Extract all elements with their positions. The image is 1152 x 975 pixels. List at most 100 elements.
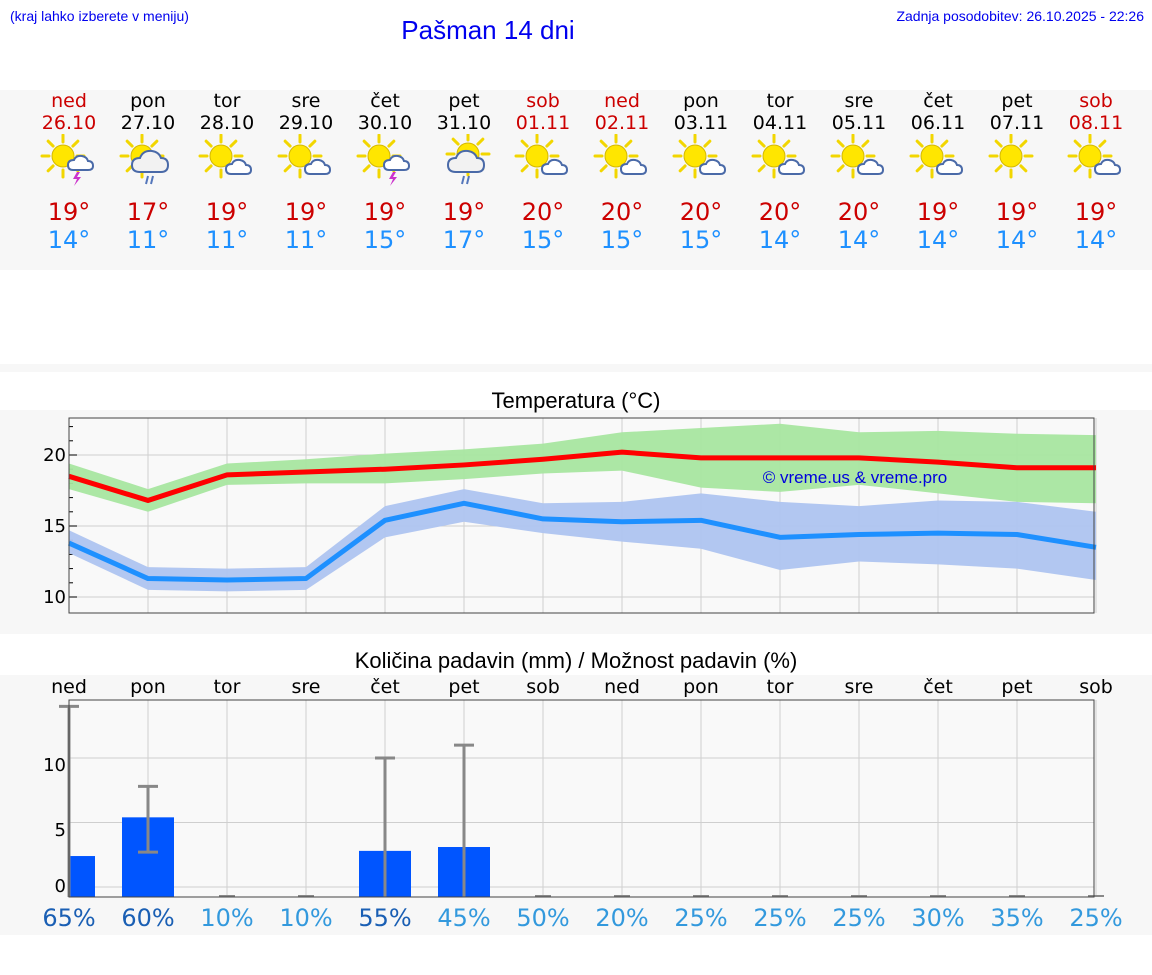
temp-max: 20° <box>758 198 802 226</box>
separator-band <box>0 364 1152 372</box>
sun-small-cloud-icon <box>593 134 648 179</box>
precip-probability: 50% <box>516 904 570 932</box>
day-name: pet <box>1001 90 1033 112</box>
temp-max: 17° <box>126 198 170 226</box>
precip-probability: 20% <box>595 904 649 932</box>
temp-max: 19° <box>1074 198 1118 226</box>
cloud-sun-rain-icon <box>445 134 491 185</box>
day-date: 02.11 <box>594 112 650 134</box>
temp-min: 17° <box>442 226 486 254</box>
temp-min: 11° <box>284 226 328 254</box>
precip-ytick-label: 5 <box>54 820 66 841</box>
precip-day-label: pet <box>448 676 480 698</box>
day-name: ned <box>604 90 640 112</box>
sun-small-cloud-icon <box>277 134 332 179</box>
temperature-chart <box>67 417 1097 614</box>
day-name: sre <box>291 90 321 112</box>
precip-chart-title: Količina padavin (mm) / Možnost padavin … <box>354 648 798 673</box>
precip-plot-border <box>68 699 1095 898</box>
temp-min: 15° <box>521 226 565 254</box>
precip-probability: 25% <box>674 904 728 932</box>
day-name: sob <box>1079 90 1113 112</box>
temp-min: 14° <box>837 226 881 254</box>
sun-small-cloud-icon <box>751 134 806 179</box>
precip-probability: 10% <box>279 904 333 932</box>
precip-probability: 25% <box>832 904 886 932</box>
temp-min: 15° <box>600 226 644 254</box>
temp-line-max <box>68 449 1096 503</box>
temp-max: 20° <box>521 198 565 226</box>
day-date: 08.11 <box>1068 112 1124 134</box>
temp-max: 19° <box>995 198 1039 226</box>
page-title: Pašman 14 dni <box>401 15 575 45</box>
day-date: 01.11 <box>515 112 571 134</box>
precip-day-label: tor <box>766 676 794 698</box>
temp-min: 15° <box>363 226 407 254</box>
day-date: 29.10 <box>278 112 334 134</box>
precip-plot-area <box>69 700 1094 897</box>
day-name: ned <box>51 90 87 112</box>
sun-cloud-thunder-icon <box>356 134 411 186</box>
day-date: 06.11 <box>910 112 966 134</box>
menu-hint[interactable]: (kraj lahko izberete v meniju) <box>10 8 189 24</box>
day-name: tor <box>213 90 241 112</box>
precip-probability: 45% <box>437 904 491 932</box>
temp-max: 19° <box>916 198 960 226</box>
day-date: 27.10 <box>120 112 176 134</box>
day-date: 26.10 <box>41 112 97 134</box>
precip-day-label: pon <box>683 676 719 698</box>
temp-max: 19° <box>442 198 486 226</box>
day-name: pon <box>130 90 166 112</box>
sun-icon <box>988 134 1034 179</box>
temp-max: 19° <box>284 198 328 226</box>
temp-max: 19° <box>205 198 249 226</box>
day-date: 05.11 <box>831 112 887 134</box>
day-date: 28.10 <box>199 112 255 134</box>
precip-ytick-label: 0 <box>54 876 66 897</box>
temp-max: 20° <box>837 198 881 226</box>
precip-day-label: ned <box>51 676 87 698</box>
temp-line-min <box>67 500 1097 583</box>
sun-cloud-thunder-icon <box>40 134 95 186</box>
temp-ytick-label: 20 <box>43 445 66 466</box>
temp-max: 19° <box>47 198 91 226</box>
temp-chart-title: Temperatura (°C) <box>491 388 661 413</box>
precip-probability: 30% <box>911 904 965 932</box>
precip-probability: 25% <box>1069 904 1123 932</box>
temp-min: 14° <box>995 226 1039 254</box>
precip-probability: 25% <box>753 904 807 932</box>
temp-min: 11° <box>126 226 170 254</box>
day-date: 03.11 <box>673 112 729 134</box>
precip-day-label: pet <box>1001 676 1033 698</box>
day-date: 31.10 <box>436 112 492 134</box>
precipitation-chart <box>59 699 1104 898</box>
precip-probability: 10% <box>200 904 254 932</box>
sun-small-cloud-icon <box>830 134 885 179</box>
sun-small-cloud-icon <box>672 134 727 179</box>
day-name: čet <box>923 90 953 112</box>
temp-max: 20° <box>679 198 723 226</box>
precip-probability: 60% <box>121 904 175 932</box>
forecast-band <box>0 90 1152 270</box>
day-date: 04.11 <box>752 112 808 134</box>
precip-day-label: čet <box>370 676 400 698</box>
precip-day-label: ned <box>604 676 640 698</box>
temp-ytick-label: 15 <box>43 516 66 537</box>
day-name: sre <box>844 90 874 112</box>
precip-day-label: sre <box>844 676 874 698</box>
temp-min: 14° <box>758 226 802 254</box>
precip-day-label: tor <box>213 676 241 698</box>
temp-ytick-label: 10 <box>43 587 66 608</box>
watermark: © vreme.us & vreme.pro <box>762 468 948 487</box>
day-name: tor <box>766 90 794 112</box>
precip-bar <box>69 856 95 897</box>
temp-min: 15° <box>679 226 723 254</box>
temp-plot-border <box>68 417 1095 614</box>
sun-cloud-rain-icon <box>119 134 170 185</box>
sun-small-cloud-icon <box>909 134 964 179</box>
precip-probability: 35% <box>990 904 1044 932</box>
sun-small-cloud-icon <box>1067 134 1122 179</box>
day-name: pet <box>448 90 480 112</box>
precip-day-label: pon <box>130 676 166 698</box>
temp-max: 19° <box>363 198 407 226</box>
